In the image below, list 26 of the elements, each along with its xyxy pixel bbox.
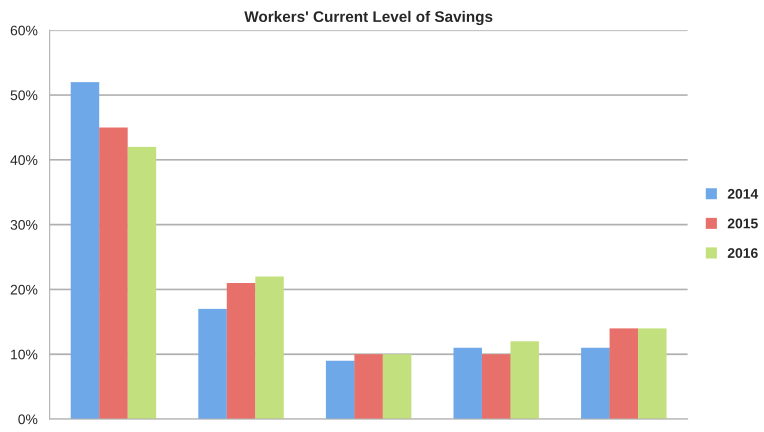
y-tick-label: 10% xyxy=(11,350,38,360)
y-tick-label: 60% xyxy=(10,26,38,36)
y-tick-label: 30% xyxy=(10,220,38,230)
bar xyxy=(198,308,227,420)
y-tick-label: 50% xyxy=(10,90,38,100)
bar xyxy=(510,341,539,420)
bar xyxy=(638,328,667,420)
bar xyxy=(326,360,354,420)
bar xyxy=(482,354,510,420)
bar xyxy=(70,82,100,420)
y-tick-label: 20% xyxy=(10,284,38,295)
bar xyxy=(581,348,610,420)
bar xyxy=(610,328,638,420)
bar xyxy=(453,348,482,420)
bar xyxy=(255,276,284,420)
legend-label: 2015 xyxy=(728,218,758,228)
bar xyxy=(354,354,383,420)
bar xyxy=(382,354,412,420)
y-tick-label: 0% xyxy=(18,414,38,424)
bar xyxy=(99,127,128,420)
legend-label: 2014 xyxy=(728,188,758,199)
bar xyxy=(128,146,156,420)
bar xyxy=(226,282,256,420)
chart-title: Workers' Current Level of Savings xyxy=(244,10,492,26)
y-tick-label: 40% xyxy=(10,155,38,166)
legend-label: 2016 xyxy=(728,248,758,258)
